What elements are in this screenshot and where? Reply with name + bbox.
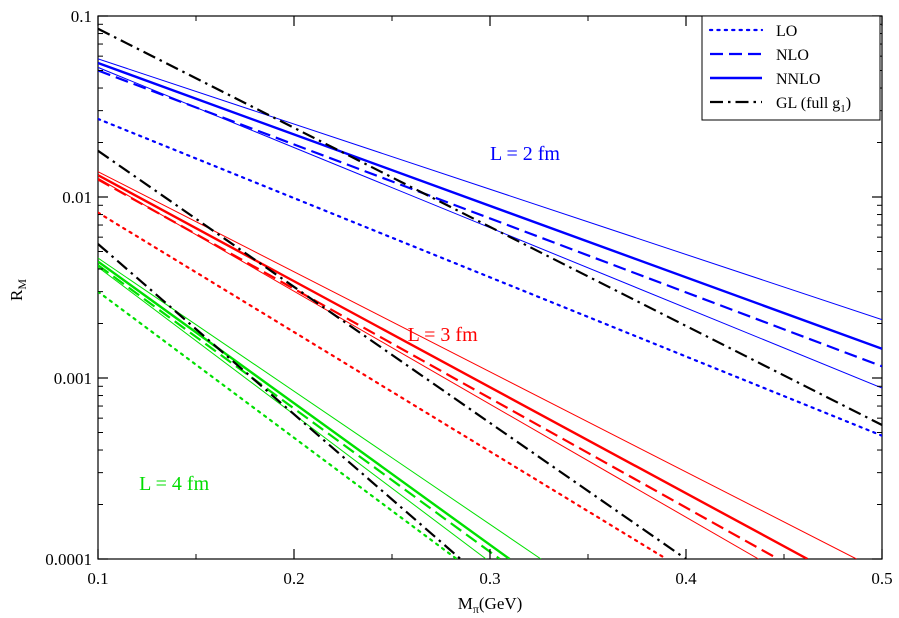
x-axis-label: Mπ(GeV) [458,594,523,616]
legend-label: NNLO [776,71,820,88]
y-tick-label: 0.001 [54,369,92,388]
series-line-l-3-fm-nnlo-band-lower [98,177,759,559]
legend-label: GL (full g1) [776,95,851,115]
annotation-l-3-fm: L = 3 fm [408,324,478,346]
series-line-l-2-fm-nnlo-band-upper [98,58,882,321]
series-line-l-3-fm-nnlo-band-upper [98,171,857,559]
series-line-l-3-fm-nnlo [98,174,809,559]
x-tick-label: 0.1 [87,569,108,588]
series-line-l-4-fm-nnlo-band-upper [98,257,542,559]
annotation-l-4-fm: L = 4 fm [139,473,209,495]
series-layer [98,27,882,559]
series-line-l-2-fm-lo [98,117,882,437]
y-axis-label: RM [7,279,29,301]
x-tick-label: 0.5 [871,569,892,588]
legend: LO NLO NNLO GL (full g1) [701,15,881,121]
series-line-l-4-fm-nnlo [98,260,511,559]
y-tick-label: 0.01 [62,188,92,207]
series-line-l-4-fm-lo [98,290,458,559]
x-tick-label: 0.4 [675,569,697,588]
series-line-l-4-fm-gl [98,243,462,559]
series-line-l-4-fm-nlo [98,264,501,559]
series-line-l-2-fm-nnlo [98,61,882,350]
series-line-l-3-fm-gl [98,149,687,559]
legend-label: NLO [776,47,809,64]
series-line-l-2-fm-gl [98,27,882,426]
legend-label: LO [776,23,797,40]
annotation-l-2-fm: L = 2 fm [490,143,560,165]
y-tick-label: 0.0001 [45,550,92,569]
series-line-l-3-fm-nlo [98,178,779,559]
axis-layer: 0.1 0.2 0.3 0.4 0.5 0.0001 0.001 0.01 0.1 [45,7,892,588]
annotation-layer: L = 2 fm L = 3 fm L = 4 fm [139,143,560,495]
legend-box [701,15,881,121]
x-tick-label: 0.2 [283,569,304,588]
series-line-l-2-fm-nlo [98,69,882,368]
y-tick-label: 0.1 [71,7,92,26]
x-tick-label: 0.3 [479,569,500,588]
series-line-l-3-fm-lo [98,211,668,559]
